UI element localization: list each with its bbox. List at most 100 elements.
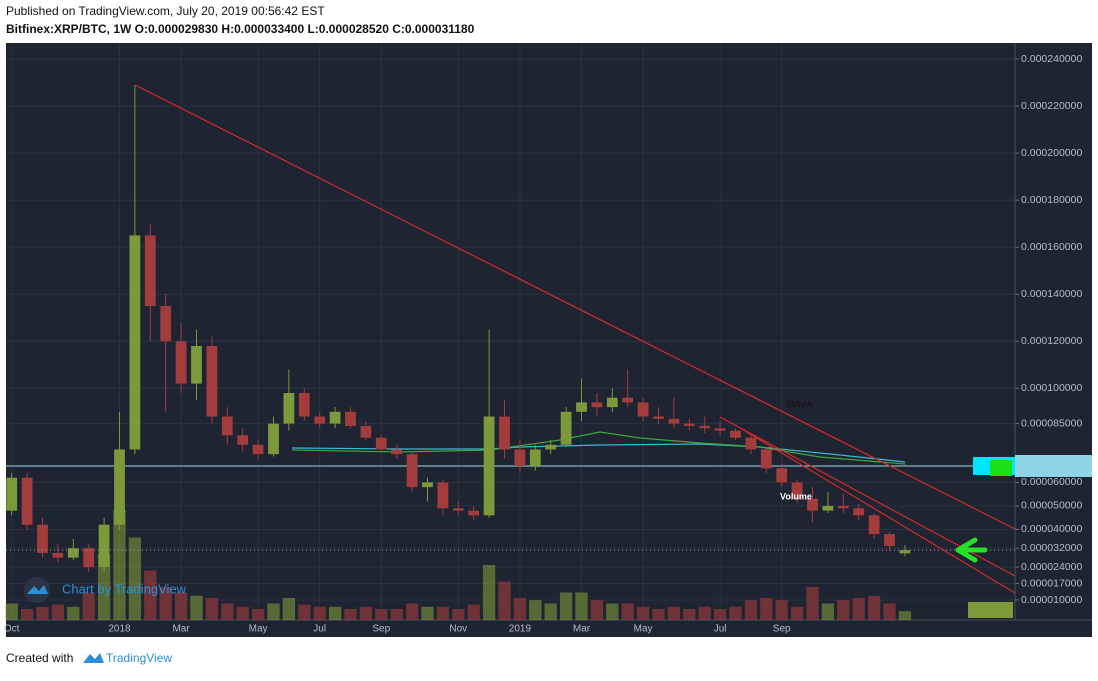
volume-bar (67, 606, 80, 620)
y-tick-label: 0.000120000 (1021, 335, 1082, 347)
volume-bar (744, 600, 758, 620)
volume-bar (821, 603, 835, 620)
volume-bar (775, 600, 788, 620)
volume-bar (544, 603, 557, 620)
volume-bar (298, 604, 311, 620)
x-tick-label: Mar (172, 624, 190, 635)
volume-bar (482, 565, 496, 620)
footer-text: Created with (6, 651, 73, 665)
candle-body (191, 345, 202, 384)
x-tick-label: Nov (449, 624, 467, 635)
candle-body (21, 477, 33, 525)
candle-body (221, 416, 233, 436)
candle-body (237, 435, 249, 445)
x-tick-label: Jul (714, 624, 727, 635)
volume-bar (421, 606, 434, 620)
candle-body (576, 402, 587, 412)
y-tick-label: 0.000032000 (1021, 542, 1082, 554)
volume-bar (806, 587, 819, 620)
y-tick-label: 0.000220000 (1021, 100, 1082, 112)
volume-bar (636, 606, 650, 620)
candle-body (345, 411, 356, 426)
candle-body (437, 482, 449, 509)
y-tick-label: 0.000050000 (1021, 500, 1082, 512)
candle-body (329, 411, 341, 424)
grid (6, 43, 1015, 620)
candle-body (206, 345, 218, 417)
candle-body (776, 468, 788, 483)
candle-body (606, 397, 618, 408)
candle-body (483, 416, 495, 516)
candle-body (714, 428, 726, 431)
volume-bar (128, 537, 142, 620)
x-tick-label: May (634, 624, 653, 635)
moving-average-green (291, 431, 906, 465)
volume-bar (713, 609, 727, 620)
chart-title: Published on TradingView.com, July 20, 2… (6, 4, 325, 18)
volume-bar (221, 603, 234, 620)
candle-body (422, 482, 433, 488)
footer-brand[interactable]: TradingView (106, 651, 172, 665)
volume-bar (205, 598, 219, 620)
indicator-label: SMMA (785, 399, 812, 409)
candle-body (745, 437, 757, 450)
volume-bar (760, 598, 773, 620)
x-tick-label: Sep (372, 624, 390, 635)
volume-bar (883, 603, 896, 620)
candle-body (283, 393, 295, 424)
candle-body (514, 449, 526, 466)
candles (6, 84, 1015, 572)
x-tick-label: 2018 (108, 624, 131, 635)
candle-body (160, 305, 172, 342)
candle-body (37, 524, 48, 553)
watermark: Chart by TradingView (62, 581, 187, 596)
volume-bar (144, 570, 157, 620)
volume-bar (113, 510, 126, 620)
volume-bar (328, 606, 342, 620)
candle-body (314, 416, 326, 424)
volume-bar (251, 609, 265, 620)
x-tick-label: Sep (773, 624, 791, 635)
volume-bar (529, 600, 542, 620)
candle-body (668, 418, 680, 424)
axis-highlight (1015, 455, 1092, 477)
y-tick-label: 0.000240000 (1021, 53, 1082, 65)
candle-body (637, 402, 649, 417)
candle-body (760, 449, 772, 469)
volume-bar (867, 595, 881, 620)
volume-bar (498, 581, 511, 620)
volume-bar (267, 603, 280, 620)
candle-body (545, 444, 557, 450)
candle-body (591, 402, 603, 408)
volume-bar (698, 606, 711, 620)
candle-body (52, 552, 64, 558)
volume-bar (667, 606, 681, 620)
candle-body (406, 454, 418, 488)
moving-average-cyan (291, 443, 906, 463)
x-tick-label: 2019 (509, 624, 532, 635)
candle-body (622, 397, 634, 403)
watermark-icon (27, 585, 48, 594)
candle-body (144, 235, 156, 306)
candle-body (252, 444, 264, 455)
y-tick-label: 0.000200000 (1021, 147, 1082, 159)
y-tick-label: 0.000017000 (1021, 577, 1082, 589)
volume-bar (405, 603, 419, 620)
volume-bar (313, 606, 326, 620)
volume-bar (390, 609, 403, 620)
candle-body (6, 477, 18, 511)
volume-bar (898, 611, 912, 620)
volume-bar (344, 609, 357, 620)
candle-body (67, 548, 79, 558)
candle-body (375, 437, 387, 450)
candle-body (730, 430, 741, 438)
chart-background (6, 43, 1092, 637)
y-tick-label: 0.000060000 (1021, 476, 1082, 488)
candle-body (653, 416, 664, 419)
volume-bar (190, 595, 203, 620)
candle-body (560, 411, 572, 445)
price-label-box (990, 460, 1012, 476)
candle-body (868, 515, 880, 535)
candle-body (83, 548, 95, 568)
